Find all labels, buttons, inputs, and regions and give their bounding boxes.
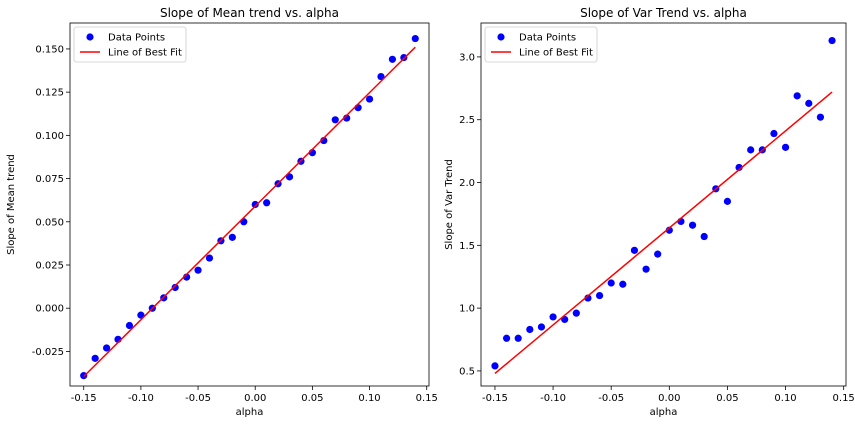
data-point [607, 279, 615, 287]
data-point [816, 113, 825, 121]
y-tick-label: 0.150 [35, 44, 64, 55]
y-tick-label: 1.0 [459, 304, 475, 315]
data-point [595, 291, 604, 300]
legend-entry-label: Data Points [519, 33, 576, 44]
data-point [365, 95, 374, 103]
best-fit-line [494, 91, 833, 375]
data-point [688, 221, 697, 229]
data-point [320, 136, 328, 145]
data-point [205, 254, 214, 262]
data-point [793, 92, 801, 100]
x-tick-label: -0.10 [540, 393, 566, 404]
data-point [194, 266, 202, 274]
x-axis-label: alpha [236, 407, 264, 418]
data-point [331, 116, 339, 124]
data-point [377, 72, 385, 81]
data-point [700, 232, 708, 241]
x-tick-label: 0.15 [416, 393, 438, 404]
x-tick-label: 0.00 [658, 393, 680, 404]
y-tick-label: 2.5 [459, 115, 475, 126]
chart-title: Slope of Var Trend vs. alpha [580, 6, 747, 20]
data-point [526, 325, 534, 334]
legend-box [73, 26, 187, 63]
x-tick-label: 0.15 [833, 393, 855, 404]
chart-title: Slope of Mean trend vs. alpha [160, 6, 339, 20]
data-point [770, 129, 778, 138]
legend: Data Points Line of Best Fit [484, 26, 598, 63]
data-point [102, 344, 111, 352]
data-point [263, 199, 271, 207]
y-axis-label: Slope of Var Trend [444, 159, 455, 250]
legend-entry-label: Line of Best Fit [108, 48, 182, 59]
data-point [747, 146, 755, 154]
y-tick-label: 3.0 [459, 52, 475, 63]
data-point [805, 99, 813, 107]
x-tick-label: -0.15 [71, 393, 97, 404]
data-point [411, 34, 419, 43]
x-tick-label: -0.15 [482, 393, 508, 404]
legend-entry-label: Data Points [108, 33, 165, 44]
data-point [171, 283, 179, 292]
x-tick-label: -0.05 [598, 393, 624, 404]
data-point [285, 173, 294, 181]
data-point [388, 55, 397, 63]
data-point [572, 309, 580, 317]
data-point [619, 280, 627, 288]
x-tick-label: 0.05 [301, 393, 323, 404]
data-point [491, 362, 499, 370]
data-point [828, 36, 836, 45]
data-point [251, 200, 259, 209]
plot-frame [480, 22, 847, 387]
legend-entry-label: Line of Best Fit [519, 48, 593, 59]
x-tick-label: 0.10 [774, 393, 796, 404]
mean-trend-chart: Slope of Mean trend vs. alpha -0.15 -0.10 -… [6, 6, 438, 418]
data-point [514, 334, 522, 342]
x-tick-label: 0.00 [244, 393, 266, 404]
data-point [354, 104, 362, 112]
data-point [502, 334, 511, 342]
y-tick-label: 0.025 [35, 261, 64, 272]
y-tick-label: 1.5 [459, 241, 475, 252]
legend-marker-swatch [497, 33, 505, 41]
x-tick-label: 0.05 [716, 393, 738, 404]
data-point [584, 294, 592, 302]
data-point [125, 321, 134, 330]
data-point [91, 354, 99, 362]
y-tick-label: 0.075 [35, 174, 64, 185]
data-point [549, 313, 557, 321]
data-point [228, 233, 236, 241]
y-tick-label: -0.025 [32, 347, 64, 358]
legend-box [484, 26, 598, 63]
plot-frame [69, 22, 430, 387]
x-axis-label: alpha [650, 407, 678, 418]
y-axis-label: Slope of Mean trend [6, 154, 17, 255]
x-tick-label: 0.10 [358, 393, 380, 404]
data-point [630, 246, 639, 254]
x-tick-label: -0.05 [185, 393, 211, 404]
y-tick-label: 0.000 [35, 304, 64, 315]
var-trend-chart: Slope of Var Trend vs. alpha -0.15 -0.10 -0… [444, 6, 855, 418]
legend-marker-swatch [86, 33, 94, 41]
data-point [654, 250, 662, 258]
data-point [537, 323, 546, 331]
y-tick-label: 2.0 [459, 178, 475, 189]
y-tick-label: 0.5 [459, 366, 475, 377]
best-fit-line [83, 46, 416, 378]
y-tick-label: 0.100 [35, 131, 64, 142]
x-tick-label: -0.10 [128, 393, 154, 404]
y-tick-label: 0.050 [35, 217, 64, 228]
legend: Data Points Line of Best Fit [73, 26, 187, 63]
y-tick-label: 0.125 [35, 88, 64, 99]
data-point [723, 197, 732, 205]
data-point [642, 265, 650, 273]
data-point [781, 143, 790, 151]
data-point [735, 163, 743, 172]
